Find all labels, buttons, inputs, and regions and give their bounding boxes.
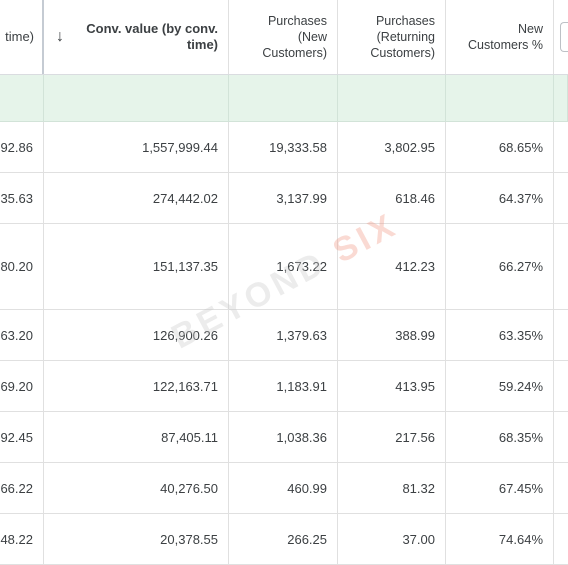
cell-new-customers-pct: 59.24% <box>446 361 554 411</box>
cell-purchases-returning: 618.46 <box>338 173 446 223</box>
cell-purchases-returning: 388.99 <box>338 310 446 360</box>
cell-new-customers-pct: 63.35% <box>446 310 554 360</box>
cell-purchases-returning: 412.23 <box>338 224 446 309</box>
total-cell <box>446 75 554 121</box>
table-header-row: time) ↓ Conv. value (by conv. time) Purc… <box>0 0 568 75</box>
column-header-conv-value[interactable]: ↓ Conv. value (by conv. time) <box>44 0 229 74</box>
total-cell <box>0 75 44 121</box>
cell-conv-value: 40,276.50 <box>44 463 229 513</box>
total-cell <box>44 75 229 121</box>
table-row[interactable]: 69.20 122,163.71 1,183.91 413.95 59.24% <box>0 361 568 412</box>
table-row[interactable]: 48.22 20,378.55 266.25 37.00 74.64% <box>0 514 568 565</box>
cell-purchases-returning: 81.32 <box>338 463 446 513</box>
cell-next <box>554 361 568 411</box>
cell-new-customers-pct: 64.37% <box>446 173 554 223</box>
table-row[interactable]: 92.86 1,557,999.44 19,333.58 3,802.95 68… <box>0 122 568 173</box>
cell-next <box>554 122 568 172</box>
column-header-label: Conv. value (by conv. time) <box>86 21 218 52</box>
total-cell <box>554 75 568 121</box>
cell-next <box>554 173 568 223</box>
cell-conv-time: 63.20 <box>0 310 44 360</box>
cell-conv-time: 66.22 <box>0 463 44 513</box>
total-cell <box>338 75 446 121</box>
column-header-purchases-returning[interactable]: Purchases (Returning Customers) <box>338 0 446 74</box>
cell-new-customers-pct: 68.65% <box>446 122 554 172</box>
cell-purchases-returning: 37.00 <box>338 514 446 564</box>
column-header-label: Purchases (New Customers) <box>262 14 327 60</box>
cell-purchases-new: 1,038.36 <box>229 412 338 462</box>
cell-next <box>554 463 568 513</box>
cell-purchases-new: 460.99 <box>229 463 338 513</box>
table-row[interactable]: 92.45 87,405.11 1,038.36 217.56 68.35% <box>0 412 568 463</box>
total-cell <box>229 75 338 121</box>
cell-conv-time: 35.63 <box>0 173 44 223</box>
cell-conv-time: 80.20 <box>0 224 44 309</box>
cell-conv-value: 126,900.26 <box>44 310 229 360</box>
cell-conv-value: 87,405.11 <box>44 412 229 462</box>
cell-new-customers-pct: 66.27% <box>446 224 554 309</box>
table-row[interactable]: 80.20 151,137.35 1,673.22 412.23 66.27% <box>0 224 568 310</box>
cell-new-customers-pct: 67.45% <box>446 463 554 513</box>
cell-purchases-returning: 3,802.95 <box>338 122 446 172</box>
column-header-purchases-new[interactable]: Purchases (New Customers) <box>229 0 338 74</box>
column-header-label: Purchases (Returning Customers) <box>370 14 435 60</box>
cell-purchases-returning: 217.56 <box>338 412 446 462</box>
cell-purchases-new: 3,137.99 <box>229 173 338 223</box>
cell-conv-value: 274,442.02 <box>44 173 229 223</box>
cell-purchases-new: 1,673.22 <box>229 224 338 309</box>
cell-conv-value: 1,557,999.44 <box>44 122 229 172</box>
table-row[interactable]: 66.22 40,276.50 460.99 81.32 67.45% <box>0 463 568 514</box>
next-column-edge <box>560 22 568 52</box>
column-header-new-customers-pct[interactable]: New Customers % <box>446 0 554 74</box>
arrow-down-icon[interactable]: ↓ <box>56 28 64 45</box>
cell-conv-time: 48.22 <box>0 514 44 564</box>
cell-conv-time: 92.45 <box>0 412 44 462</box>
total-row <box>0 75 568 122</box>
cell-conv-time: 92.86 <box>0 122 44 172</box>
cell-purchases-new: 1,379.63 <box>229 310 338 360</box>
table-row[interactable]: 63.20 126,900.26 1,379.63 388.99 63.35% <box>0 310 568 361</box>
cell-conv-value: 122,163.71 <box>44 361 229 411</box>
cell-conv-time: 69.20 <box>0 361 44 411</box>
cell-purchases-new: 266.25 <box>229 514 338 564</box>
column-header-next[interactable] <box>554 0 568 74</box>
cell-next <box>554 310 568 360</box>
column-header-label: New Customers % <box>467 22 543 52</box>
cell-next <box>554 224 568 309</box>
cell-next <box>554 514 568 564</box>
table-row[interactable]: 35.63 274,442.02 3,137.99 618.46 64.37% <box>0 173 568 224</box>
cell-purchases-new: 19,333.58 <box>229 122 338 172</box>
cell-purchases-returning: 413.95 <box>338 361 446 411</box>
column-header-conv-time[interactable]: time) <box>0 0 44 74</box>
cell-conv-value: 151,137.35 <box>44 224 229 309</box>
cell-new-customers-pct: 68.35% <box>446 412 554 462</box>
cell-purchases-new: 1,183.91 <box>229 361 338 411</box>
column-header-label: time) <box>5 29 34 44</box>
cell-next <box>554 412 568 462</box>
cell-conv-value: 20,378.55 <box>44 514 229 564</box>
cell-new-customers-pct: 74.64% <box>446 514 554 564</box>
